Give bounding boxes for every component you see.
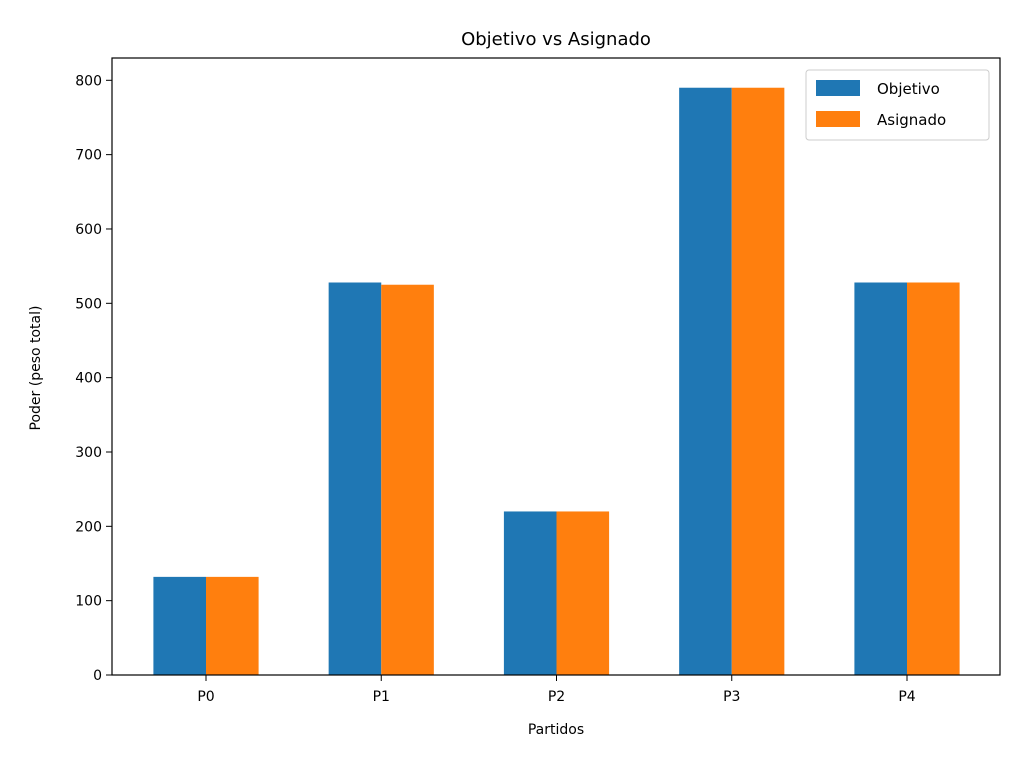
x-axis-label: Partidos bbox=[528, 722, 584, 738]
y-tick-label: 400 bbox=[75, 371, 102, 387]
y-tick-label: 600 bbox=[75, 222, 102, 238]
y-tick-label: 300 bbox=[75, 445, 102, 461]
y-tick-label: 100 bbox=[75, 594, 102, 610]
bar-asignado-p4 bbox=[907, 282, 960, 675]
bar-asignado-p0 bbox=[206, 576, 259, 675]
x-tick-label: P1 bbox=[373, 689, 390, 705]
bar-asignado-p2 bbox=[556, 511, 610, 675]
bar-asignado-p3 bbox=[731, 87, 785, 676]
y-tick-label: 500 bbox=[75, 296, 102, 312]
bars-layer bbox=[153, 87, 960, 676]
y-tick-label: 700 bbox=[75, 148, 102, 164]
bar-asignado-p1 bbox=[381, 284, 434, 675]
bar-objetivo-p1 bbox=[328, 282, 382, 675]
chart-title: Objetivo vs Asignado bbox=[461, 29, 651, 50]
axes-layer: 0 100 200 300 400 500 600 700 800 P0 P1 P2 P3 P4 bbox=[75, 57, 1001, 705]
bar-objetivo-p3 bbox=[679, 87, 732, 676]
legend: Objetivo Asignado bbox=[805, 69, 990, 141]
x-tick-label: P4 bbox=[898, 689, 915, 705]
bar-objetivo-p4 bbox=[854, 282, 907, 675]
legend-label-objetivo: Objetivo bbox=[877, 80, 940, 98]
x-tick-label: P0 bbox=[197, 689, 214, 705]
legend-label-asignado: Asignado bbox=[877, 111, 946, 129]
x-tick-label: P3 bbox=[723, 689, 740, 705]
legend-swatch-objetivo bbox=[816, 80, 860, 96]
bar-objetivo-p0 bbox=[153, 576, 206, 675]
y-tick-label: 200 bbox=[75, 519, 102, 535]
y-axis-label: Poder (peso total) bbox=[28, 306, 44, 431]
bar-objetivo-p2 bbox=[503, 511, 557, 675]
x-tick-label: P2 bbox=[548, 689, 565, 705]
legend-swatch-asignado bbox=[816, 111, 860, 127]
y-tick-label: 0 bbox=[93, 668, 102, 684]
y-tick-label: 800 bbox=[75, 73, 102, 89]
